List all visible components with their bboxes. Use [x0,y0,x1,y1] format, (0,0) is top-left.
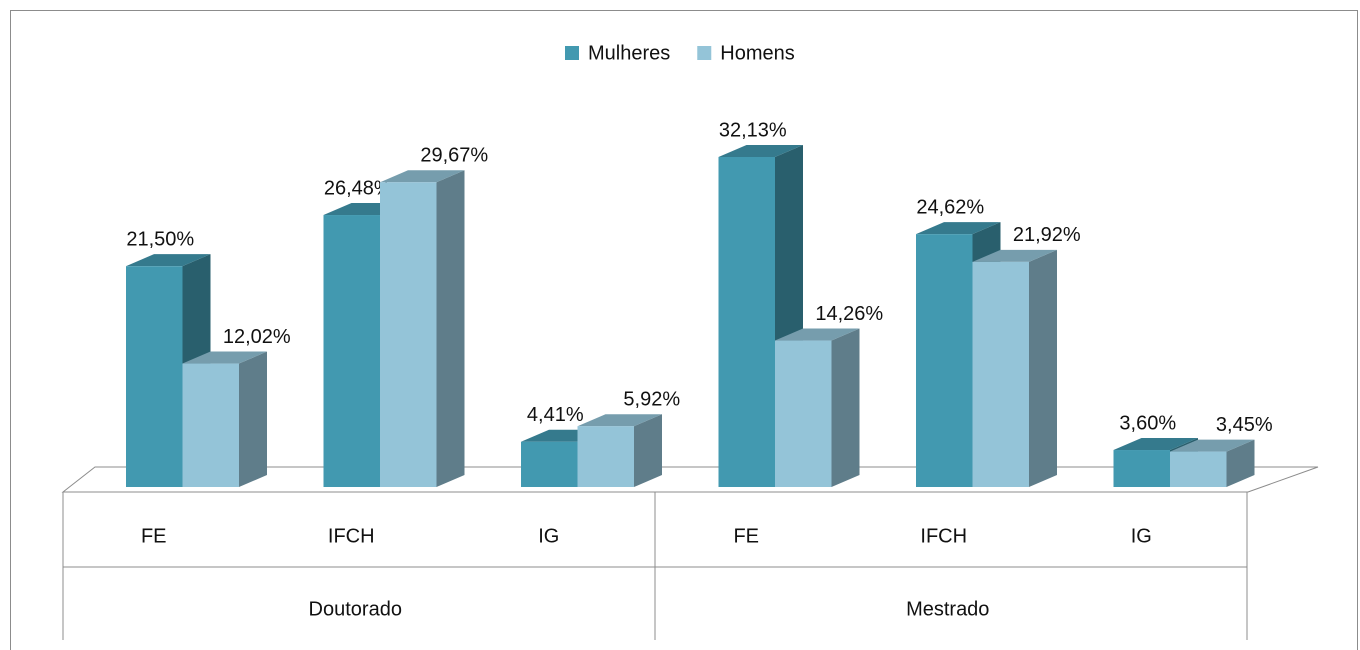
bar-side [634,414,662,487]
bar-top [972,249,1057,262]
x-tick-label: IG [1131,525,1152,547]
data-label: 21,92% [1013,224,1081,246]
data-label: 14,26% [815,303,883,325]
x-tick-label: IFCH [920,525,967,547]
bar-side [436,170,465,487]
bar-front [380,182,437,487]
bar [380,170,465,487]
data-label: 3,45% [1216,414,1273,436]
bar-front [521,441,578,487]
x-tick-label: IFCH [328,525,375,547]
data-label: 5,92% [623,388,680,410]
x-tick-label: FE [141,525,167,547]
x-tick-label: FE [733,525,759,547]
data-label: 24,62% [916,196,984,218]
bar-top [577,414,662,427]
bar-front [323,215,380,487]
bar-top [916,222,1001,235]
chart-border [10,10,1358,650]
legend-label: Mulheres [588,42,670,64]
bar-top [182,351,267,364]
bar-side [1029,249,1057,487]
bar-top [1170,439,1255,452]
legend-swatch [697,46,712,60]
bar-side [831,328,860,487]
bar-top [380,170,465,183]
data-label: 29,67% [420,145,488,167]
group-label: Mestrado [906,598,989,620]
bar [972,249,1057,487]
bar-front [972,261,1029,487]
bar-top [718,145,803,157]
bar [1170,439,1255,487]
data-label: 32,13% [719,119,787,141]
bar-top [1113,438,1198,451]
bar-front [126,266,183,487]
bar [577,414,662,487]
bar [775,328,860,487]
x-tick-label: IG [538,525,559,547]
data-label: 4,41% [527,404,584,426]
bar-front [1170,451,1227,487]
bar-top [775,328,860,341]
bar [182,351,267,487]
bar-front [718,157,775,487]
bar-side [239,351,267,487]
data-label: 21,50% [126,228,194,250]
bar-top [126,254,211,267]
group-label: Doutorado [309,598,402,620]
bar-front [1113,450,1170,487]
legend-label: Homens [720,42,794,64]
bar-front [775,340,832,487]
bar-side [1226,439,1255,487]
bar-front [916,234,973,487]
data-label: 12,02% [223,326,291,348]
bar-front [577,426,634,487]
data-label: 26,48% [324,177,392,199]
bar-front [182,363,239,487]
legend-swatch [565,46,579,60]
data-label: 3,60% [1119,412,1176,434]
